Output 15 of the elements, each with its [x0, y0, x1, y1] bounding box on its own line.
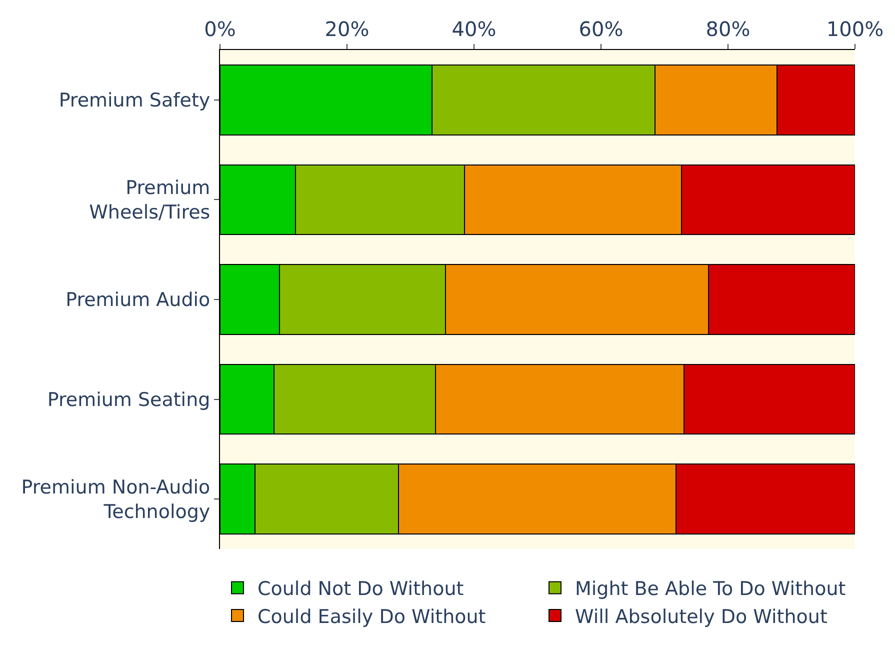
x-tick-label: 60%: [578, 17, 624, 41]
x-tick-label: 80%: [706, 17, 750, 41]
x-tick-label: 40%: [452, 17, 496, 41]
legend-label: Might Be Able To Do Without: [575, 578, 846, 600]
y-tick-label: Premium Wheels/Tires: [89, 177, 210, 224]
legend-label: Will Absolutely Do Without: [575, 606, 828, 628]
legend-label: Could Easily Do Without: [258, 606, 486, 628]
y-tick-label: Premium Safety: [58, 90, 210, 112]
x-tick-label: 100%: [826, 17, 884, 41]
y-tick-label: Premium Seating: [47, 388, 210, 411]
y-tick-label: Premium Non-Audio Technology: [21, 476, 210, 524]
legend-label: Could Not Do Without: [258, 578, 464, 600]
x-tick-label: 0%: [204, 17, 236, 41]
x-tick-label: 20%: [324, 17, 370, 41]
y-tick-label: Premium Audio: [66, 289, 210, 312]
